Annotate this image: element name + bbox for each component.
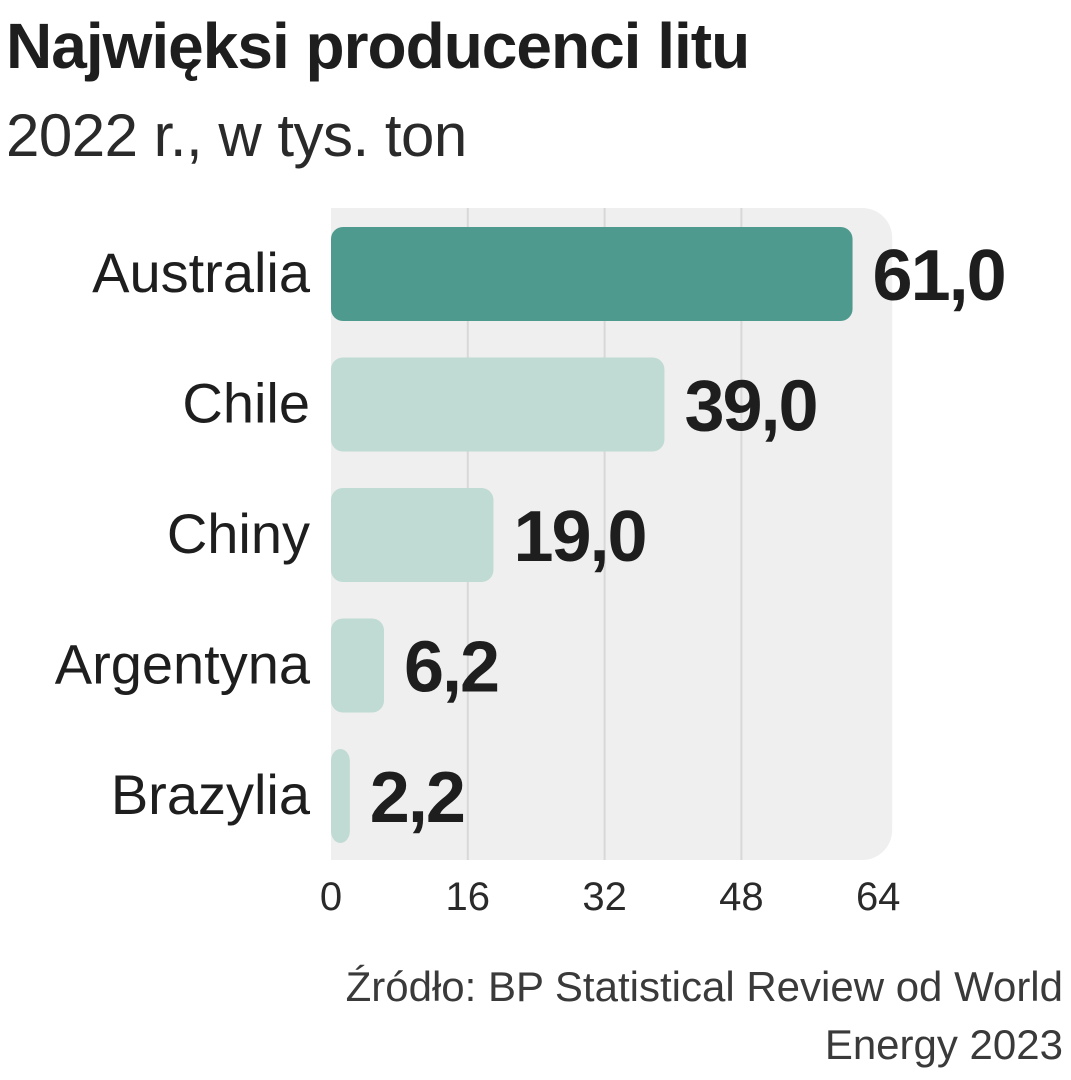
category-label-brazylia: Brazylia (111, 763, 311, 826)
value-label-chiny: 19,0 (513, 497, 645, 577)
x-tick-label-0: 0 (320, 875, 342, 919)
source-note: Źródło: BP Statistical Review od World E… (163, 958, 1063, 1074)
category-label-chile: Chile (182, 372, 310, 435)
value-label-brazylia: 2,2 (370, 758, 464, 838)
bar-brazylia (331, 749, 350, 843)
x-tick-label-32: 32 (582, 875, 627, 919)
x-tick-label-16: 16 (446, 875, 491, 919)
source-line-1: Źródło: BP Statistical Review od World (345, 963, 1063, 1010)
bar-chiny (331, 488, 494, 582)
bar-argentyna (331, 618, 385, 713)
chart-subtitle: 2022 r., w tys. ton (6, 102, 467, 169)
x-tick-label-48: 48 (719, 875, 764, 919)
category-label-chiny: Chiny (167, 502, 310, 565)
value-label-chile: 39,0 (684, 367, 816, 447)
value-label-australia: 61,0 (873, 236, 1005, 316)
bar-australia (331, 227, 853, 321)
category-label-argentyna: Argentyna (55, 633, 311, 696)
source-line-2: Energy 2023 (824, 1021, 1063, 1068)
category-label-australia: Australia (92, 241, 311, 304)
x-tick-label-64: 64 (856, 875, 901, 919)
bar-chile (331, 357, 665, 452)
chart-title: Najwięksi producenci litu (6, 10, 750, 82)
bar-chart: Australia Chile Chiny Argentyna Brazylia 61,… (55, 208, 1007, 919)
value-label-argentyna: 6,2 (404, 628, 498, 708)
